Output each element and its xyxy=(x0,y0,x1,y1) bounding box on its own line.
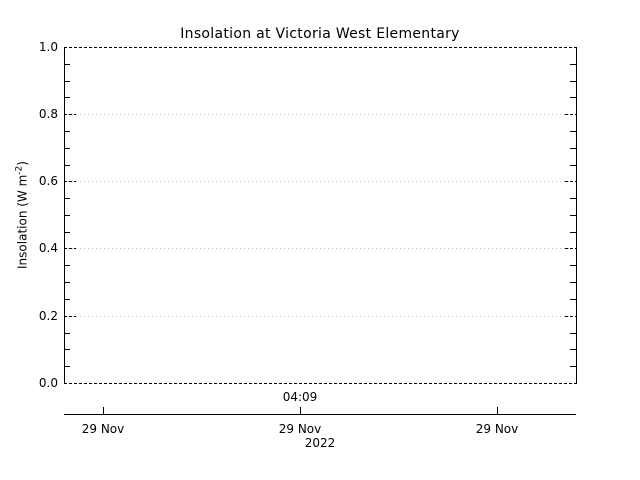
y-tick-label: 0.6 xyxy=(38,174,58,188)
x-tick-label: 29 Nov xyxy=(475,422,519,436)
grid-lines xyxy=(64,114,576,317)
x-year-label: 2022 xyxy=(304,436,336,450)
y-tick-label: 1.0 xyxy=(38,40,58,54)
y-tick-label: 0.4 xyxy=(38,241,58,255)
y-tick-label: 0.2 xyxy=(38,309,58,323)
chart-title: Insolation at Victoria West Elementary xyxy=(180,26,460,42)
date-axis xyxy=(64,407,576,415)
y-tick-label: 0.0 xyxy=(38,376,58,390)
x-top-label: 04:09 xyxy=(282,390,318,404)
y-axis-label: Insolation (W m-2) xyxy=(14,161,30,269)
x-tick-label: 29 Nov xyxy=(278,422,322,436)
y-tick-label: 0.8 xyxy=(38,107,58,121)
x-tick-label: 29 Nov xyxy=(81,422,125,436)
